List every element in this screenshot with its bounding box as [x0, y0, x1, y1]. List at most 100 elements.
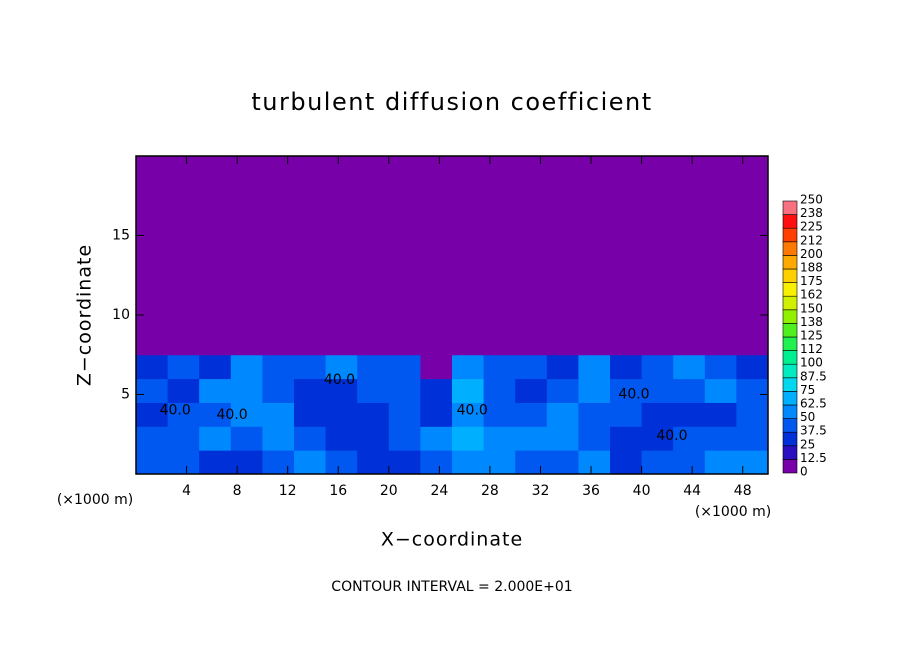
x-tick-label: 24 [430, 483, 448, 499]
colorbar-label: 75 [800, 383, 815, 397]
colorbar-label: 138 [800, 315, 823, 329]
cell [294, 156, 327, 356]
x-tick-label: 16 [329, 483, 347, 499]
x-tick-label: 28 [481, 483, 499, 499]
footer: CONTOUR INTERVAL = 2.000E+01 [331, 579, 572, 595]
cell [673, 402, 706, 427]
cell [546, 354, 579, 380]
cell [388, 156, 421, 356]
colorbar-swatch [782, 445, 798, 460]
y-unit: (×1000 m) [57, 492, 133, 508]
cell [736, 450, 769, 475]
cell [641, 426, 674, 451]
cell [515, 156, 548, 356]
colorbar-label: 162 [800, 288, 823, 302]
cell [452, 156, 485, 356]
colorbar-swatch [782, 241, 798, 256]
colorbar-label: 12.5 [800, 451, 827, 465]
cell [167, 426, 200, 451]
cell [199, 402, 232, 427]
colorbar-label: 250 [800, 193, 823, 207]
cell [546, 402, 579, 427]
colorbar-label: 238 [800, 206, 823, 220]
x-tick-label: 32 [532, 483, 550, 499]
cell [673, 450, 706, 475]
cell [736, 426, 769, 451]
cell [673, 156, 706, 356]
cell [357, 354, 390, 380]
y-axis-label: Z−coordinate [74, 244, 96, 386]
cell [388, 426, 421, 451]
cell [420, 426, 453, 451]
cell [704, 402, 737, 427]
cell [704, 426, 737, 451]
cell [136, 426, 169, 451]
cell [483, 354, 516, 380]
cell [641, 402, 674, 427]
cell [357, 378, 390, 403]
cell [136, 354, 169, 380]
cell [483, 402, 516, 427]
y-tick-label: 15 [112, 228, 130, 244]
cell [641, 354, 674, 380]
cell [167, 450, 200, 475]
x-axis-label: X−coordinate [381, 529, 523, 551]
cell [736, 354, 769, 380]
cell [325, 378, 358, 403]
cell [357, 156, 390, 356]
x-tick-label: 4 [182, 483, 191, 499]
cell [294, 426, 327, 451]
colorbar-swatch [782, 268, 798, 283]
cell [546, 450, 579, 475]
cell [515, 354, 548, 380]
cell [262, 402, 295, 427]
cell [673, 426, 706, 451]
cell [230, 426, 263, 451]
cell [325, 450, 358, 475]
colorbar-label: 112 [800, 342, 823, 356]
contour-label: 40.0 [216, 407, 247, 423]
cell [483, 156, 516, 356]
cell [388, 354, 421, 380]
cell [578, 426, 611, 451]
cell [199, 354, 232, 380]
colorbar-swatch [782, 459, 798, 474]
cell [136, 402, 169, 427]
cell [610, 402, 643, 427]
cell [515, 402, 548, 427]
cell [452, 354, 485, 380]
cell [610, 450, 643, 475]
cell [736, 402, 769, 427]
cell [578, 402, 611, 427]
colorbar-swatch [782, 431, 798, 447]
cell [357, 402, 390, 427]
x-unit: (×1000 m) [695, 504, 771, 520]
colorbar-swatch [782, 255, 798, 270]
cell [388, 378, 421, 403]
cell [294, 402, 327, 427]
cell [199, 156, 232, 356]
cell [483, 450, 516, 475]
cell [136, 156, 169, 356]
x-tick-label: 20 [380, 483, 398, 499]
cell [167, 402, 200, 427]
cell [578, 354, 611, 380]
cell [673, 378, 706, 403]
cell [262, 450, 295, 475]
colorbar-label: 62.5 [800, 397, 827, 411]
cell [325, 156, 358, 356]
cell [452, 426, 485, 451]
cell [357, 450, 390, 475]
cell [230, 378, 263, 403]
cell [704, 156, 737, 356]
cell [641, 450, 674, 475]
cell [452, 402, 485, 427]
colorbar-swatch [782, 282, 798, 297]
cell [325, 426, 358, 451]
cell [578, 156, 611, 356]
cell [420, 450, 453, 475]
cell [167, 378, 200, 403]
y-tick-label: 5 [121, 387, 130, 403]
cell [546, 426, 579, 451]
